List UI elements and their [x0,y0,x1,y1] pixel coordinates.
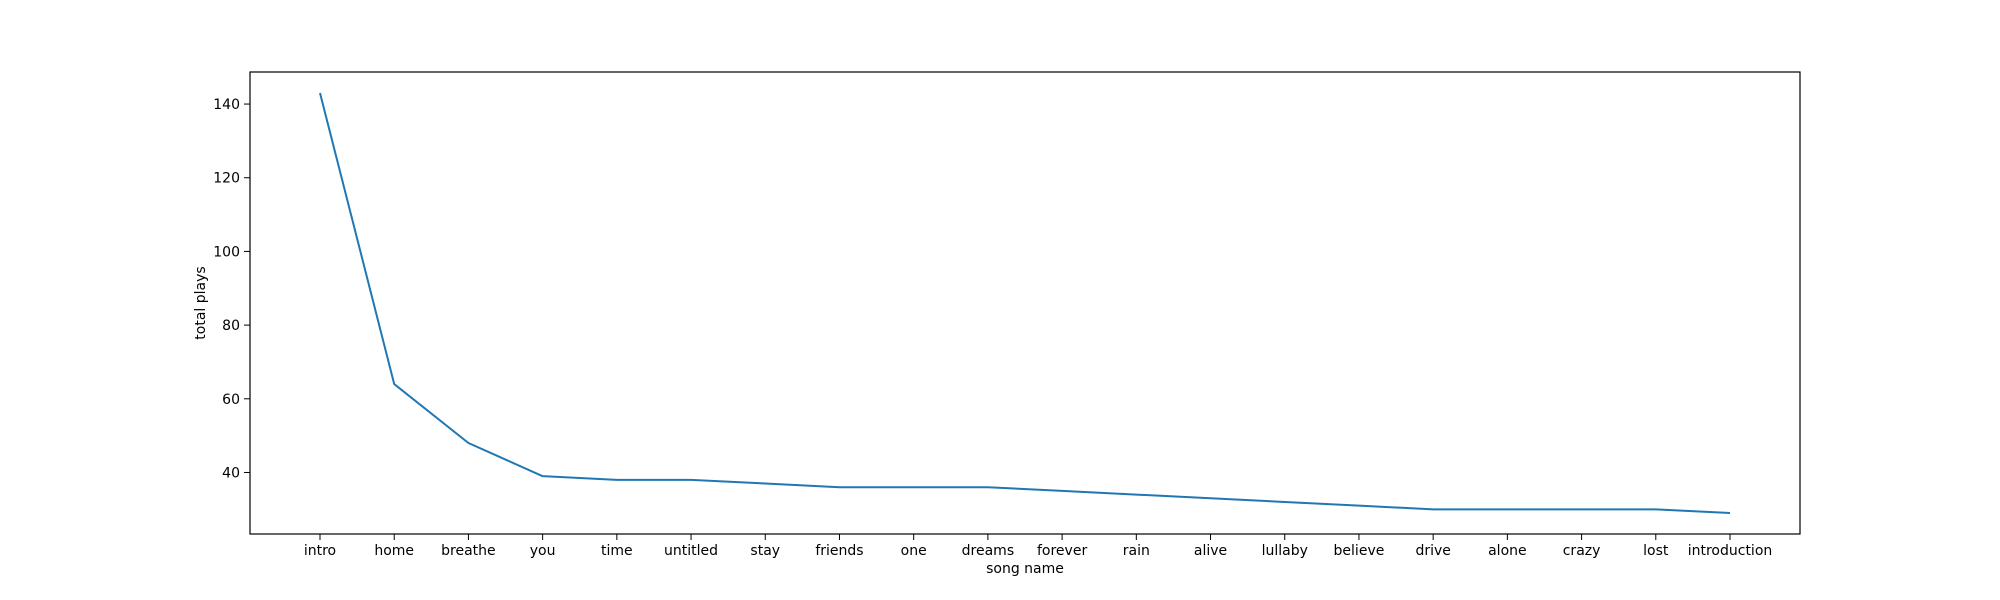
x-tick-label: rain [1123,543,1150,559]
x-tick-label: one [901,543,927,559]
x-tick-label: alone [1488,543,1527,559]
y-tick-label: 100 [213,244,240,260]
series-line [319,92,1731,514]
x-tick-label: believe [1334,543,1385,559]
y-axis-label: total plays [193,266,209,339]
y-tick-label: 60 [222,392,240,408]
x-tick-label: breathe [441,543,496,559]
y-tick-label: 40 [222,465,240,481]
x-tick-label: lost [1643,543,1669,559]
x-axis-ticks: intro home breathe you time untitled stay frien… [304,534,1772,559]
y-tick-label: 120 [213,171,240,187]
y-tick-label: 80 [222,318,240,334]
x-tick-label: stay [750,543,780,559]
x-tick-label: home [374,543,414,559]
x-tick-label: crazy [1563,543,1601,559]
x-tick-label: alive [1194,543,1227,559]
plot-background [250,72,1800,534]
x-tick-label: introduction [1688,543,1773,559]
x-axis-label: song name [986,561,1064,577]
plot-frame [249,71,1801,535]
y-tick-label: 140 [213,97,240,113]
x-tick-label: forever [1037,543,1087,559]
x-tick-label: drive [1415,543,1450,559]
x-tick-label: dreams [962,543,1014,559]
x-tick-label: lullaby [1262,543,1308,559]
x-tick-label: you [530,543,556,559]
y-axis-ticks: 40 60 80 100 120 140 [213,97,250,481]
x-tick-label: intro [304,543,336,559]
x-tick-label: friends [815,543,863,559]
x-tick-label: time [601,543,633,559]
x-tick-label: untitled [664,543,718,559]
